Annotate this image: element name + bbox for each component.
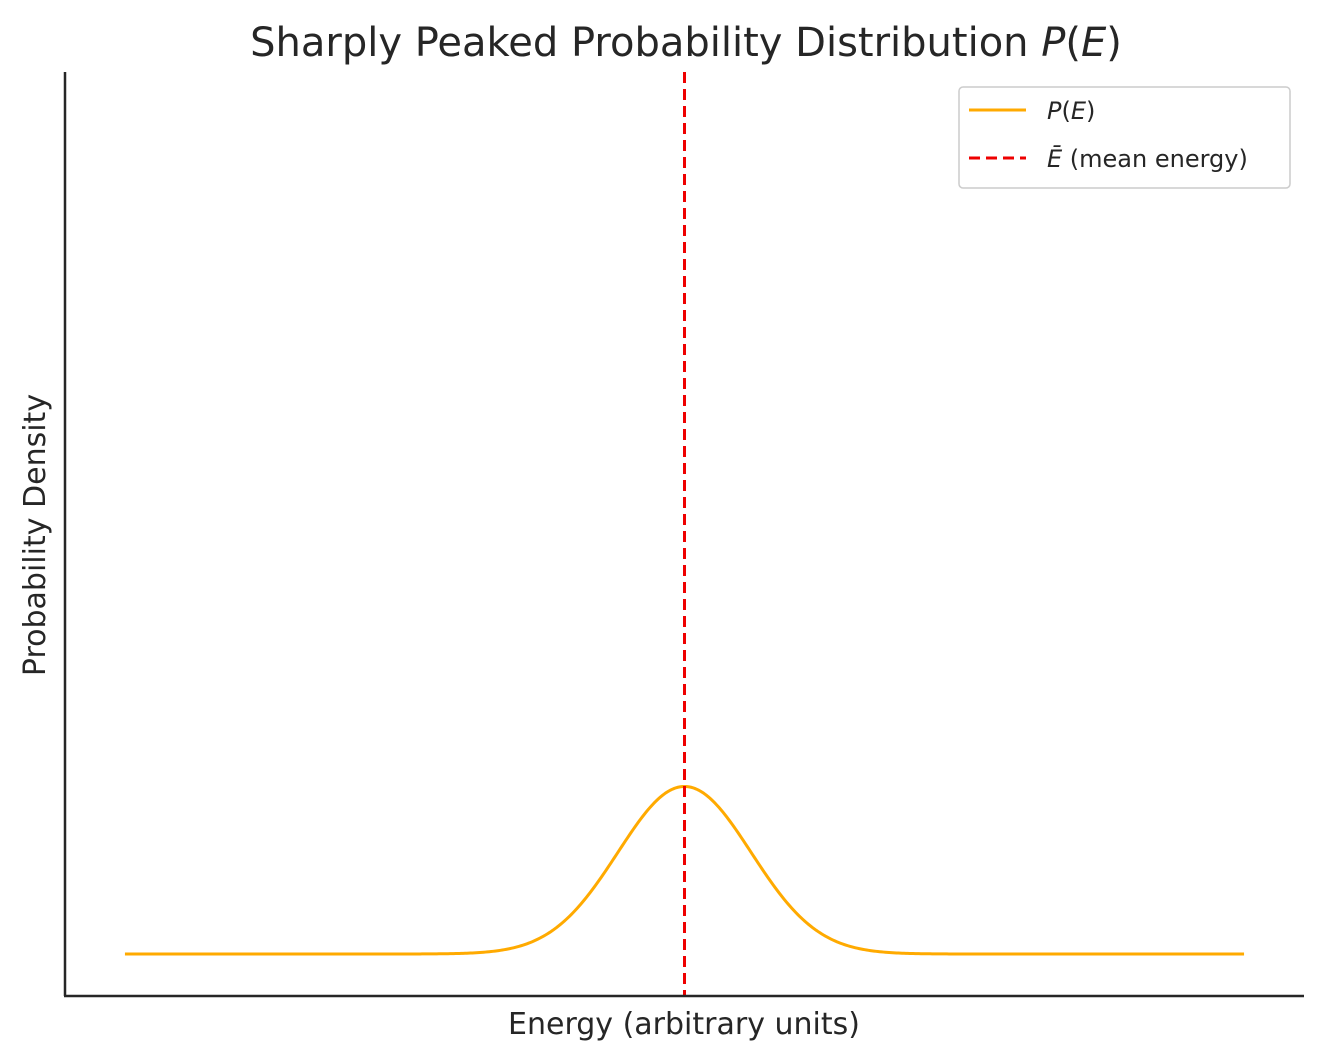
legend-pe-close: ) [1086,97,1095,125]
legend-pe-func: P [1047,97,1062,125]
chart-title: Sharply Peaked Probability Distribution … [250,20,1122,66]
y-axis-label: Probability Density [18,394,53,676]
chart-title-var: E [1081,20,1107,66]
chart-title-func: P [1041,20,1066,66]
legend-pe-open: ( [1061,97,1070,125]
legend-frame [958,86,1291,189]
chart-title-text: Sharply Peaked Probability Distribution [250,20,1041,66]
chart-title-close: ) [1106,20,1122,66]
x-axis-label: Energy (arbitrary units) [508,1007,860,1042]
legend-mean-suffix: (mean energy) [1062,145,1248,173]
legend-label-pe: P(E) [1047,97,1095,125]
legend-mean-var: Ē [1047,144,1063,173]
legend: P(E) Ē (mean energy) [958,86,1291,189]
legend-pe-var: E [1071,97,1087,125]
chart-title-open: ( [1065,20,1081,66]
plot-area [124,72,1245,996]
legend-label-mean: Ē (mean energy) [1047,144,1248,173]
